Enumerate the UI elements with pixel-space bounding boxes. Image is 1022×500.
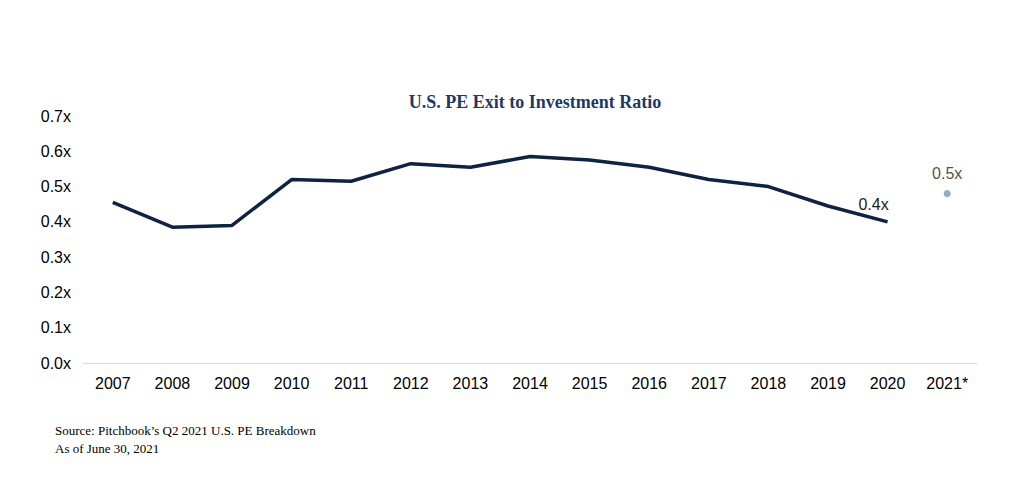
svg-text:2008: 2008: [155, 375, 191, 392]
svg-text:U.S. PE Exit to Investment Rat: U.S. PE Exit to Investment Ratio: [409, 92, 662, 112]
svg-text:0.7x: 0.7x: [41, 108, 71, 125]
svg-text:2007: 2007: [95, 375, 131, 392]
svg-text:2021*: 2021*: [926, 375, 968, 392]
svg-text:0.0x: 0.0x: [41, 355, 71, 372]
svg-text:2019: 2019: [810, 375, 846, 392]
svg-text:0.6x: 0.6x: [41, 143, 71, 160]
svg-text:0.5x: 0.5x: [932, 165, 962, 182]
svg-text:0.4x: 0.4x: [858, 196, 888, 213]
svg-text:0.5x: 0.5x: [41, 178, 71, 195]
svg-text:2017: 2017: [691, 375, 727, 392]
svg-text:2009: 2009: [214, 375, 250, 392]
svg-text:2013: 2013: [453, 375, 489, 392]
svg-text:0.4x: 0.4x: [41, 213, 71, 230]
svg-text:2014: 2014: [512, 375, 548, 392]
svg-text:2020: 2020: [870, 375, 906, 392]
svg-text:2011: 2011: [334, 375, 369, 392]
svg-text:2015: 2015: [572, 375, 608, 392]
svg-text:As of June 30, 2021: As of June 30, 2021: [55, 441, 159, 456]
svg-text:2016: 2016: [631, 375, 667, 392]
svg-text:Source: Pitchbook’s Q2 2021 U.: Source: Pitchbook’s Q2 2021 U.S. PE Brea…: [55, 423, 316, 438]
svg-text:2010: 2010: [274, 375, 310, 392]
svg-text:0.1x: 0.1x: [41, 319, 71, 336]
svg-text:2012: 2012: [393, 375, 429, 392]
svg-text:2018: 2018: [751, 375, 787, 392]
svg-text:0.3x: 0.3x: [41, 249, 71, 266]
svg-text:0.2x: 0.2x: [41, 284, 71, 301]
